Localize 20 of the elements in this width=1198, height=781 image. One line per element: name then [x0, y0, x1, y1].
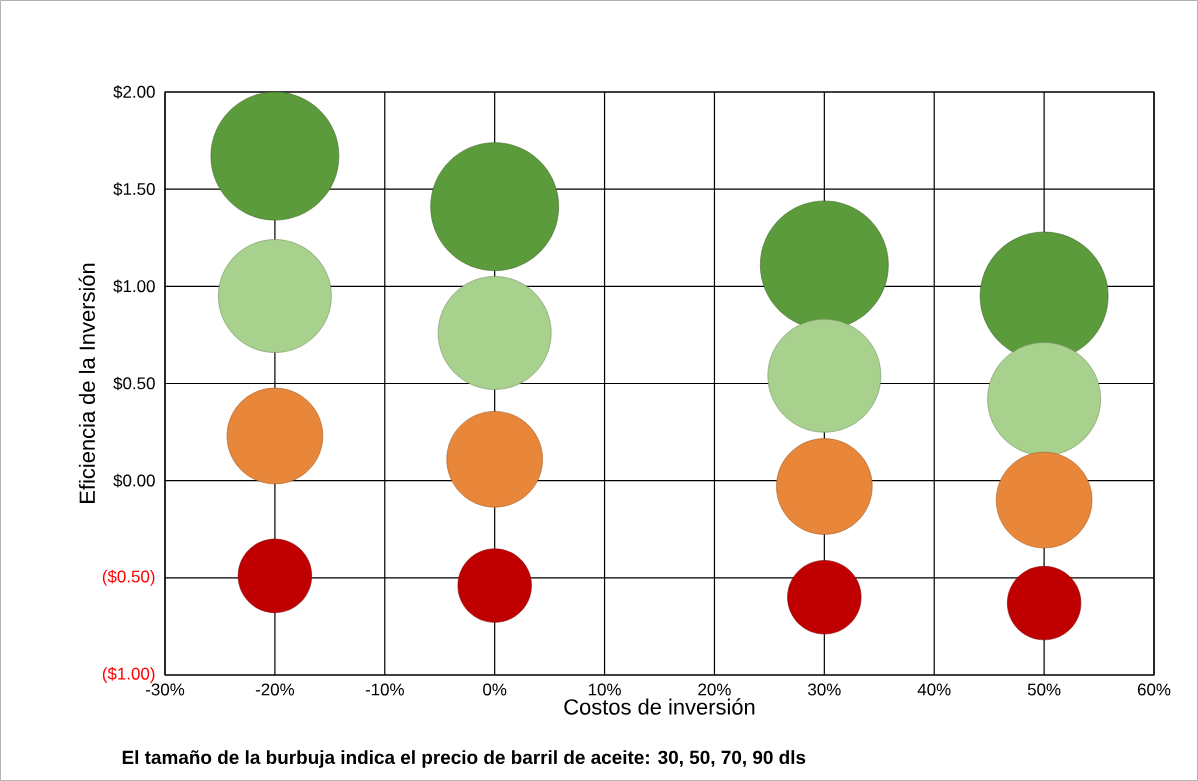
- y-tick-label: $0.00: [113, 473, 155, 488]
- x-tick-label: -10%: [365, 683, 404, 696]
- text: El tamaño de la burbuja indica el precio de barril de aceite: 30, 50, 70, 90 dls: [122, 750, 806, 768]
- y-tick-label: ($0.50): [102, 569, 155, 586]
- x-tick-label: -20%: [255, 683, 295, 696]
- x-tick-label: 0%: [483, 683, 507, 696]
- y-tick-label: $1.00: [113, 279, 155, 294]
- y-tick-label: $1.50: [113, 182, 155, 197]
- y-axis-title: Eficiencia de la Inversión: [78, 263, 95, 503]
- y-tick-label: $2.00: [113, 85, 155, 99]
- x-tick-label: 50%: [1027, 683, 1061, 696]
- x-tick-label: -30%: [145, 683, 185, 696]
- y-tick-label: ($1.00): [102, 666, 155, 683]
- x-tick-label: 20%: [698, 683, 731, 696]
- x-tick-label: 40%: [917, 683, 951, 696]
- x-tick-label: 60%: [1137, 683, 1171, 696]
- y-tick-label: $0.50: [113, 376, 155, 391]
- x-axis-title: Costos de inversión: [564, 698, 755, 715]
- x-tick-label: 30%: [808, 683, 841, 696]
- x-tick-label: 10%: [588, 683, 621, 696]
